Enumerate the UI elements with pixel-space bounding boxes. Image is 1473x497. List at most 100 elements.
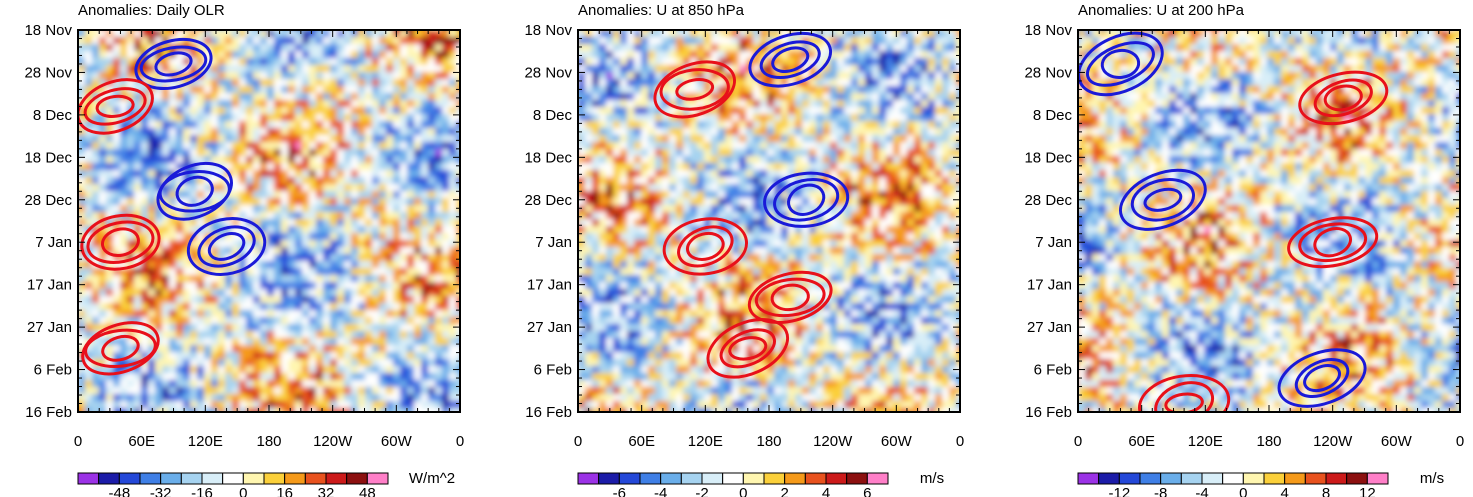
field-cell [295,373,303,381]
field-cell [421,37,429,45]
field-cell [253,275,261,283]
field-cell [78,149,86,157]
field-cell [592,51,600,59]
field-cell [809,142,817,150]
field-cell [337,156,345,164]
field-cell [428,268,436,276]
field-cell [851,177,859,185]
field-cell [627,198,635,206]
field-cell [662,191,670,199]
field-cell [316,198,324,206]
field-cell [386,303,394,311]
field-cell [204,37,212,45]
field-cell [732,86,740,94]
field-cell [865,58,873,66]
field-cell [344,58,352,66]
field-cell [956,93,960,101]
field-cell [613,184,621,192]
field-cell [428,30,436,38]
field-cell [330,86,338,94]
field-cell [197,191,205,199]
field-cell [99,86,107,94]
field-cell [407,387,415,395]
field-cell [435,338,443,346]
field-cell [351,310,359,318]
field-cell [155,156,163,164]
field-cell [141,415,149,423]
field-cell [120,282,128,290]
field-cell [337,331,345,339]
field-cell [155,100,163,108]
field-cell [676,191,684,199]
field-cell [393,163,401,171]
field-cell [774,58,782,66]
contour-line-red [86,220,155,264]
field-cell [99,58,107,66]
field-cell [92,303,100,311]
field-cell [421,282,429,290]
field-cell [316,401,324,409]
field-cell [141,310,149,318]
field-cell [704,86,712,94]
field-cell [253,72,261,80]
field-cell [197,86,205,94]
field-cell [218,268,226,276]
field-cell [197,121,205,129]
field-cell [697,170,705,178]
field-cell [641,170,649,178]
field-cell [169,254,177,262]
field-cell [851,198,859,206]
field-cell [267,184,275,192]
field-cell [900,198,908,206]
field-cell [823,184,831,192]
field-cell [613,86,621,94]
field-cell [449,261,457,269]
field-cell [725,156,733,164]
field-cell [302,135,310,143]
field-cell [260,93,268,101]
field-cell [225,65,233,73]
field-cell [162,219,170,227]
field-cell [274,366,282,374]
field-cell [316,317,324,325]
field-cell [288,163,296,171]
field-cell [295,324,303,332]
field-cell [169,366,177,374]
field-cell [288,177,296,185]
field-cell [648,93,656,101]
field-cell [323,352,331,360]
field-cell [309,93,317,101]
field-cell [463,135,471,143]
field-cell [127,331,135,339]
field-cell [141,149,149,157]
field-cell [134,156,142,164]
field-cell [662,30,670,38]
field-cell [134,282,142,290]
field-cell [162,30,170,38]
field-cell [267,247,275,255]
field-cell [267,198,275,206]
field-cell [316,282,324,290]
field-cell [351,51,359,59]
field-cell [281,408,289,412]
field-cell [99,310,107,318]
field-cell [795,107,803,115]
field-cell [169,114,177,122]
field-cell [337,184,345,192]
field-cell [428,254,436,262]
field-cell [274,149,282,157]
field-cell [641,198,649,206]
field-cell [78,114,86,122]
field-cell [914,142,922,150]
field-cell [449,352,457,360]
field-cell [351,401,359,409]
field-cell [407,79,415,87]
field-cell [900,30,908,38]
field-cell [379,296,387,304]
field-cell [78,30,86,38]
field-cell [162,191,170,199]
field-cell [190,401,198,409]
field-cell [851,149,859,157]
field-cell [921,149,929,157]
field-cell [400,359,408,367]
